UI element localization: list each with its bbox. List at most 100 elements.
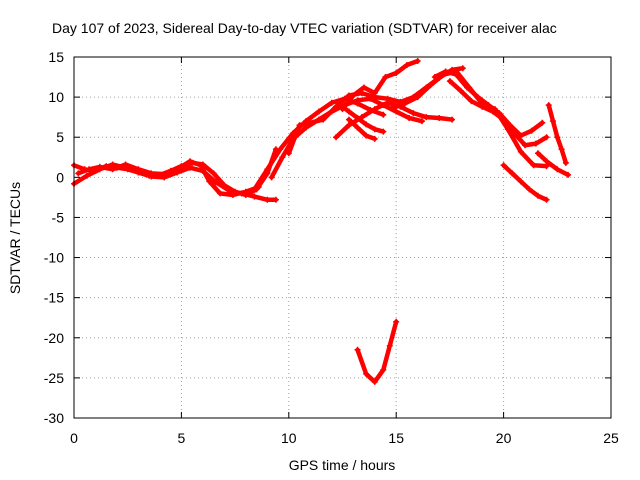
data-point bbox=[406, 114, 413, 121]
series-sat-13 bbox=[446, 78, 550, 149]
data-point bbox=[333, 103, 340, 110]
data-point bbox=[474, 94, 481, 101]
data-point bbox=[403, 62, 410, 69]
data-point bbox=[212, 179, 219, 186]
series-sat-17 bbox=[354, 318, 400, 385]
data-point bbox=[449, 116, 456, 123]
data-point bbox=[363, 370, 370, 377]
data-point bbox=[528, 127, 535, 134]
data-point bbox=[363, 121, 370, 128]
data-point bbox=[161, 171, 168, 178]
series-sat-10 bbox=[345, 116, 378, 142]
data-point bbox=[517, 178, 524, 185]
data-point bbox=[459, 65, 466, 72]
data-point bbox=[371, 378, 378, 385]
axis-ticks: 0 5 10 15 20 25 -30 -25 -20 -15 -10 -5 0 5 10 15 bbox=[44, 49, 619, 446]
data-point bbox=[539, 119, 546, 126]
data-point bbox=[285, 150, 292, 157]
data-point bbox=[174, 166, 181, 173]
data-point bbox=[251, 193, 258, 200]
data-point bbox=[554, 134, 561, 141]
plot-frame bbox=[73, 56, 612, 419]
data-point bbox=[186, 158, 193, 165]
x-tick-label: 10 bbox=[281, 430, 297, 446]
series-sat-07 bbox=[339, 58, 421, 113]
series-line bbox=[501, 163, 549, 203]
data-point bbox=[562, 159, 569, 166]
x-tick-label: 25 bbox=[603, 430, 619, 446]
data-point bbox=[96, 163, 103, 170]
data-series bbox=[71, 58, 572, 385]
series-line bbox=[355, 319, 399, 385]
series-line bbox=[447, 78, 549, 148]
data-point bbox=[371, 135, 378, 142]
data-point bbox=[479, 103, 486, 110]
data-point bbox=[500, 116, 507, 123]
y-tick-label: -10 bbox=[44, 250, 64, 266]
data-point bbox=[360, 84, 367, 91]
data-point bbox=[442, 68, 449, 75]
data-point bbox=[393, 70, 400, 77]
data-point bbox=[354, 124, 361, 131]
data-point bbox=[414, 94, 421, 101]
y-tick-label: -5 bbox=[52, 209, 65, 225]
x-tick-label: 20 bbox=[496, 430, 512, 446]
data-point bbox=[565, 171, 572, 178]
data-point bbox=[511, 130, 518, 137]
data-point bbox=[135, 166, 142, 173]
data-point bbox=[543, 134, 550, 141]
data-point bbox=[489, 108, 496, 115]
data-point bbox=[225, 187, 232, 194]
series-sat-03 bbox=[75, 158, 262, 198]
x-tick-label: 0 bbox=[70, 430, 78, 446]
series-line bbox=[340, 58, 420, 112]
data-point bbox=[272, 196, 279, 203]
data-point bbox=[354, 97, 361, 104]
data-point bbox=[534, 192, 541, 199]
data-point bbox=[371, 126, 378, 133]
data-point bbox=[543, 196, 550, 203]
x-axis-label: GPS time / hours bbox=[289, 457, 396, 473]
y-tick-label: 15 bbox=[48, 49, 64, 65]
series-sat-15 bbox=[545, 102, 569, 166]
data-point bbox=[380, 128, 387, 135]
data-point bbox=[307, 119, 314, 126]
data-point bbox=[371, 90, 378, 97]
data-point bbox=[453, 71, 460, 78]
data-point bbox=[315, 108, 322, 115]
data-point bbox=[268, 174, 275, 181]
data-point bbox=[532, 140, 539, 147]
data-point bbox=[427, 82, 434, 89]
data-point bbox=[380, 366, 387, 373]
series-line bbox=[546, 102, 569, 166]
data-point bbox=[251, 186, 258, 193]
data-point bbox=[468, 98, 475, 105]
data-point bbox=[186, 164, 193, 171]
data-point bbox=[354, 114, 361, 121]
data-point bbox=[75, 170, 82, 177]
y-tick-label: -30 bbox=[44, 410, 64, 426]
data-point bbox=[122, 161, 129, 168]
data-point bbox=[371, 106, 378, 113]
data-point bbox=[423, 114, 430, 121]
data-point bbox=[550, 118, 557, 125]
data-point bbox=[384, 99, 391, 106]
data-point bbox=[526, 186, 533, 193]
data-point bbox=[217, 190, 224, 197]
data-point bbox=[558, 146, 565, 153]
data-point bbox=[345, 116, 352, 123]
data-point bbox=[414, 58, 421, 65]
data-point bbox=[393, 108, 400, 115]
data-point bbox=[464, 84, 471, 91]
data-point bbox=[354, 346, 361, 353]
y-tick-label: -15 bbox=[44, 290, 64, 306]
series-line bbox=[333, 100, 455, 140]
y-tick-label: 10 bbox=[48, 89, 64, 105]
data-point bbox=[509, 170, 516, 177]
data-point bbox=[264, 166, 271, 173]
series-sat-12 bbox=[431, 68, 546, 139]
y-axis-label: SDTVAR / TECUs bbox=[7, 182, 23, 294]
data-point bbox=[382, 74, 389, 81]
data-point bbox=[418, 118, 425, 125]
data-point bbox=[380, 111, 387, 118]
